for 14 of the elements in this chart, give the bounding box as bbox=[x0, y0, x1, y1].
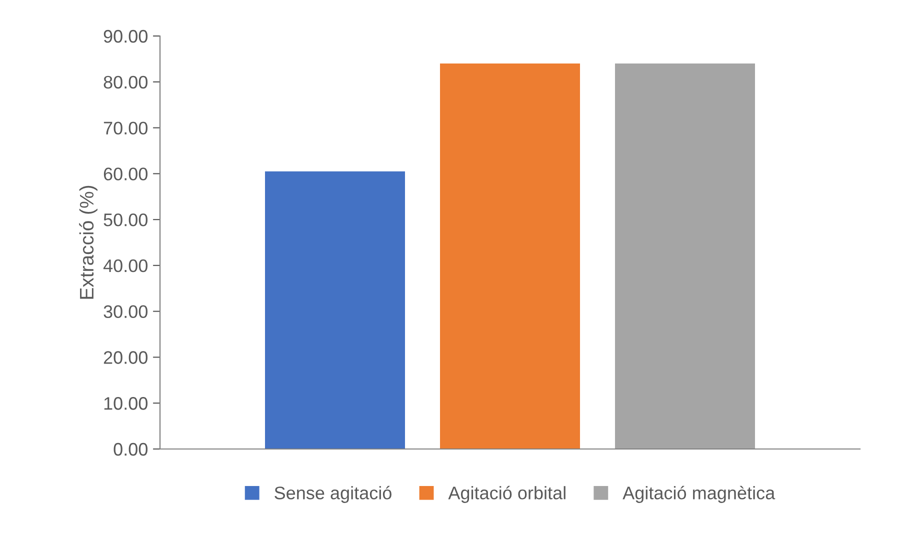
y-tick-label: 70.00 bbox=[104, 122, 148, 134]
y-tick-label: 90.00 bbox=[104, 30, 148, 43]
legend-label: Agitació orbital bbox=[448, 486, 566, 503]
y-tick-label: 80.00 bbox=[104, 76, 148, 89]
y-tick-label: 60.00 bbox=[104, 168, 148, 180]
y-tick-label: 0.00 bbox=[114, 442, 148, 456]
y-axis-title: Extracció (%) bbox=[79, 186, 98, 299]
y-tick-label: 50.00 bbox=[104, 213, 148, 226]
legend-label: Agitació magnètica bbox=[622, 486, 776, 503]
y-tick-label: 20.00 bbox=[104, 351, 148, 364]
y-tick-label: 10.00 bbox=[104, 397, 148, 410]
legend-label: Sense agitació bbox=[274, 486, 392, 503]
y-tick-label: 30.00 bbox=[104, 305, 148, 318]
y-tick-label: 40.00 bbox=[103, 259, 148, 272]
